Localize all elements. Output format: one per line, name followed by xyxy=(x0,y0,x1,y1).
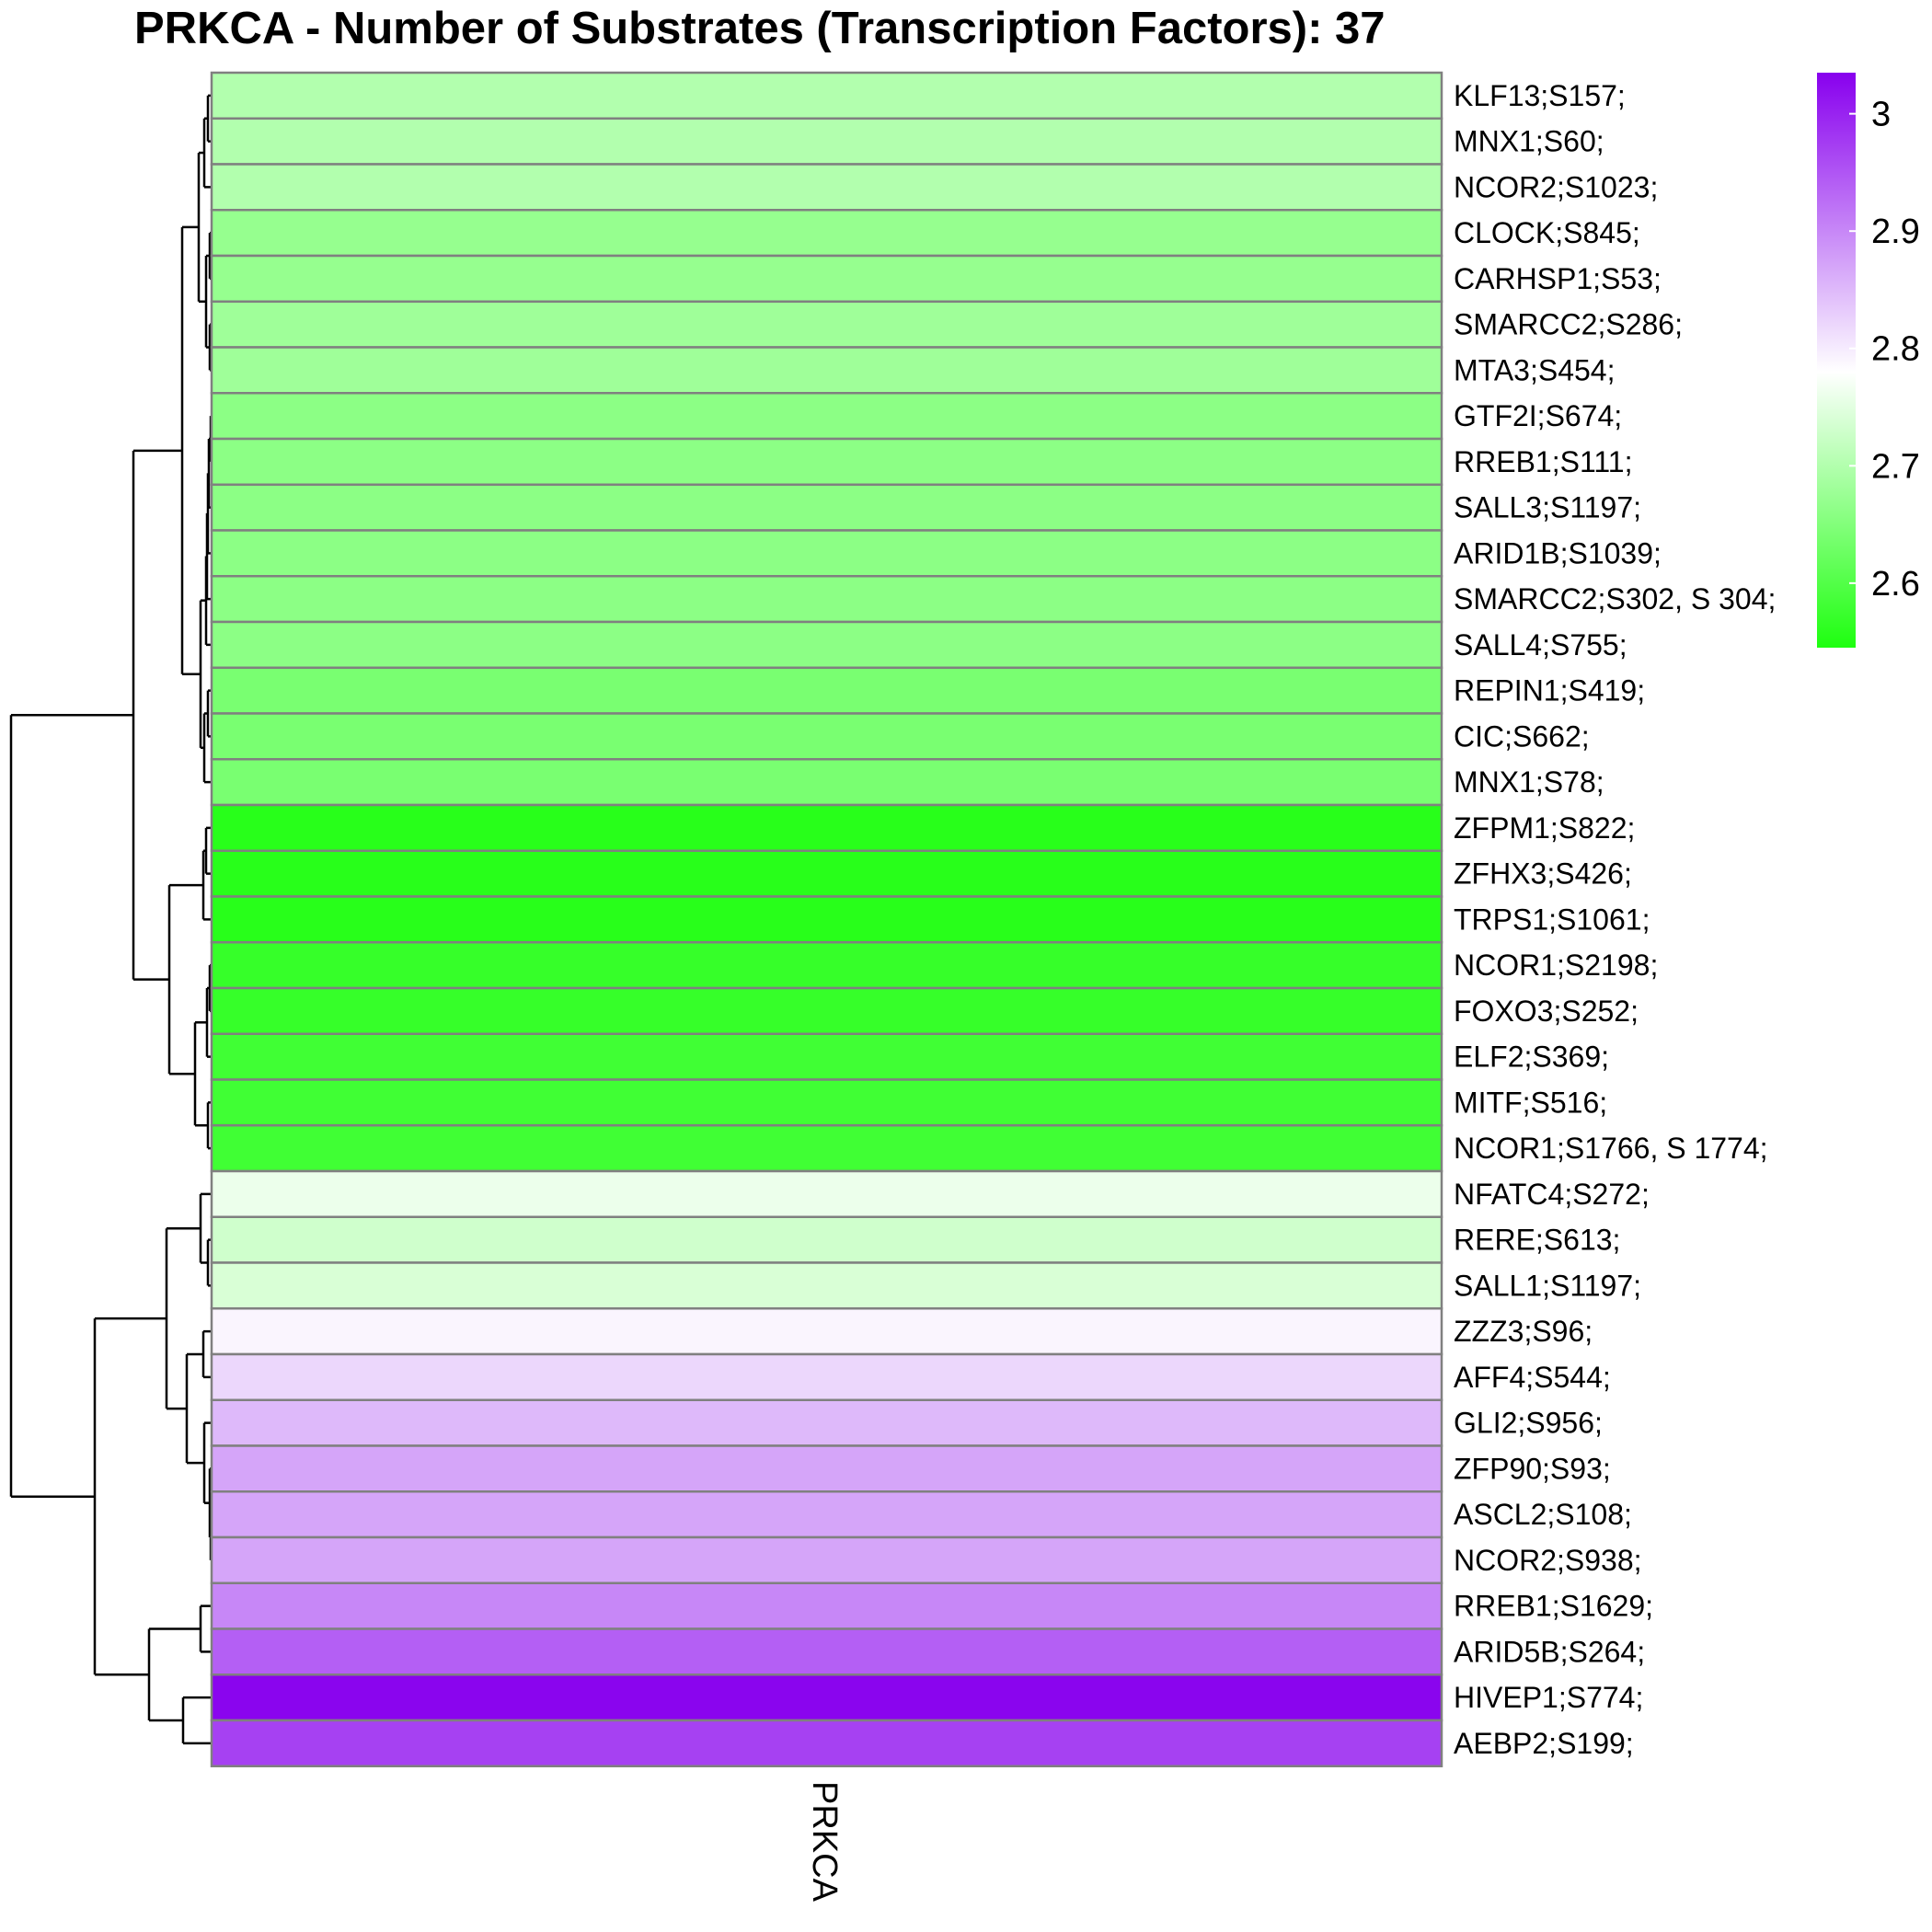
row-label: ZFP90;S93; xyxy=(1454,1452,1611,1485)
row-label: RREB1;S111; xyxy=(1454,445,1632,478)
row-label: SMARCC2;S286; xyxy=(1454,308,1683,341)
row-label: ELF2;S369; xyxy=(1454,1041,1609,1074)
heatmap-cell xyxy=(210,1169,1443,1218)
row-label: CARHSP1;S53; xyxy=(1454,262,1662,295)
heatmap-cell xyxy=(210,254,1443,303)
heatmap-cell xyxy=(210,1490,1443,1539)
heatmap-cell xyxy=(210,209,1443,258)
row-label: NCOR1;S1766, S 1774; xyxy=(1454,1132,1768,1165)
heatmap-cell xyxy=(210,1444,1443,1493)
heatmap-cell xyxy=(210,1535,1443,1584)
heatmap-cell xyxy=(210,1307,1443,1356)
row-label: ZFPM1;S822; xyxy=(1454,811,1635,845)
row-label: GLI2;S956; xyxy=(1454,1407,1603,1440)
legend-tick-label: 3 xyxy=(1871,96,1891,134)
heatmap-cell xyxy=(210,666,1443,715)
row-label: RERE;S613; xyxy=(1454,1224,1620,1257)
heatmap-cell xyxy=(210,483,1443,532)
row-label: NFATC4;S272; xyxy=(1454,1178,1650,1211)
column-label: PRKCA xyxy=(805,1781,844,1903)
heatmap-cell xyxy=(210,986,1443,1035)
color-legend: 3 2.9 2.8 2.7 2.6 xyxy=(1817,73,1920,648)
legend-tick-label: 2.6 xyxy=(1871,565,1920,604)
heatmap-cell xyxy=(210,620,1443,669)
heatmap-cell xyxy=(210,1032,1443,1081)
row-label: MITF;S516; xyxy=(1454,1086,1607,1119)
heatmap-cell xyxy=(210,1627,1443,1676)
legend-tick-label: 2.9 xyxy=(1871,213,1920,251)
heatmap-cell xyxy=(210,1719,1443,1767)
legend-tick-label: 2.7 xyxy=(1871,447,1920,486)
heatmap-cell xyxy=(210,1261,1443,1310)
legend-tick-label: 2.8 xyxy=(1871,330,1920,369)
heatmap-cell xyxy=(210,1215,1443,1264)
row-label: NCOR2;S938; xyxy=(1454,1544,1642,1577)
row-label: HIVEP1;S774; xyxy=(1454,1681,1643,1714)
heatmap-cell xyxy=(210,1124,1443,1173)
heatmap-cell xyxy=(210,392,1443,441)
row-label: ZZZ3;S96; xyxy=(1454,1315,1593,1348)
heatmap-cell xyxy=(210,1078,1443,1127)
row-label: FOXO3;S252; xyxy=(1454,995,1639,1028)
heatmap-cells xyxy=(210,71,1443,1767)
row-label: AFF4;S544; xyxy=(1454,1361,1611,1394)
heatmap-cell xyxy=(210,437,1443,486)
heatmap-cell xyxy=(210,1352,1443,1401)
heatmap-cell xyxy=(210,895,1443,944)
row-label: AEBP2;S199; xyxy=(1454,1727,1634,1760)
heatmap-cell xyxy=(210,803,1443,852)
heatmap-cell xyxy=(210,1581,1443,1630)
heatmap-cell xyxy=(210,163,1443,212)
heatmap-cell xyxy=(210,300,1443,349)
row-label: SALL1;S1197; xyxy=(1454,1269,1641,1302)
row-label: MNX1;S60; xyxy=(1454,125,1604,158)
chart-title: PRKCA - Number of Substrates (Transcript… xyxy=(134,4,1386,53)
row-dendrogram xyxy=(9,94,213,1745)
heatmap-cell xyxy=(210,941,1443,990)
heatmap-cell xyxy=(210,758,1443,807)
heatmap-cell xyxy=(210,849,1443,898)
heatmap-cell xyxy=(210,529,1443,578)
heatmap-cell xyxy=(210,712,1443,761)
heatmap-cell xyxy=(210,117,1443,166)
heatmap-cell xyxy=(210,1673,1443,1722)
heatmap-cell xyxy=(210,1398,1443,1447)
row-labels: KLF13;S157; MNX1;S60; NCOR2;S1023; CLOCK;S8… xyxy=(1454,79,1776,1760)
row-label: MNX1;S78; xyxy=(1454,765,1604,799)
row-label: GTF2I;S674; xyxy=(1454,399,1622,432)
heatmap-cell xyxy=(210,346,1443,395)
row-label: REPIN1;S419; xyxy=(1454,674,1645,707)
row-label: TRPS1;S1061; xyxy=(1454,903,1650,936)
heatmap-cell xyxy=(210,71,1443,120)
row-label: CIC;S662; xyxy=(1454,719,1590,753)
row-label: NCOR2;S1023; xyxy=(1454,170,1658,203)
row-label: ZFHX3;S426; xyxy=(1454,857,1632,891)
row-label: MTA3;S454; xyxy=(1454,353,1615,386)
row-label: KLF13;S157; xyxy=(1454,79,1626,112)
row-label: RREB1;S1629; xyxy=(1454,1590,1653,1623)
row-label: SALL3;S1197; xyxy=(1454,491,1641,524)
row-label: NCOR1;S2198; xyxy=(1454,949,1658,982)
row-label: ARID5B;S264; xyxy=(1454,1635,1645,1668)
row-label: ASCL2;S108; xyxy=(1454,1498,1632,1531)
row-label: SALL4;S755; xyxy=(1454,628,1627,661)
row-label: SMARCC2;S302, S 304; xyxy=(1454,582,1776,615)
legend-color-bar xyxy=(1817,73,1856,648)
heatmap-cell xyxy=(210,575,1443,624)
row-label: ARID1B;S1039; xyxy=(1454,536,1662,569)
row-label: CLOCK;S845; xyxy=(1454,216,1640,249)
